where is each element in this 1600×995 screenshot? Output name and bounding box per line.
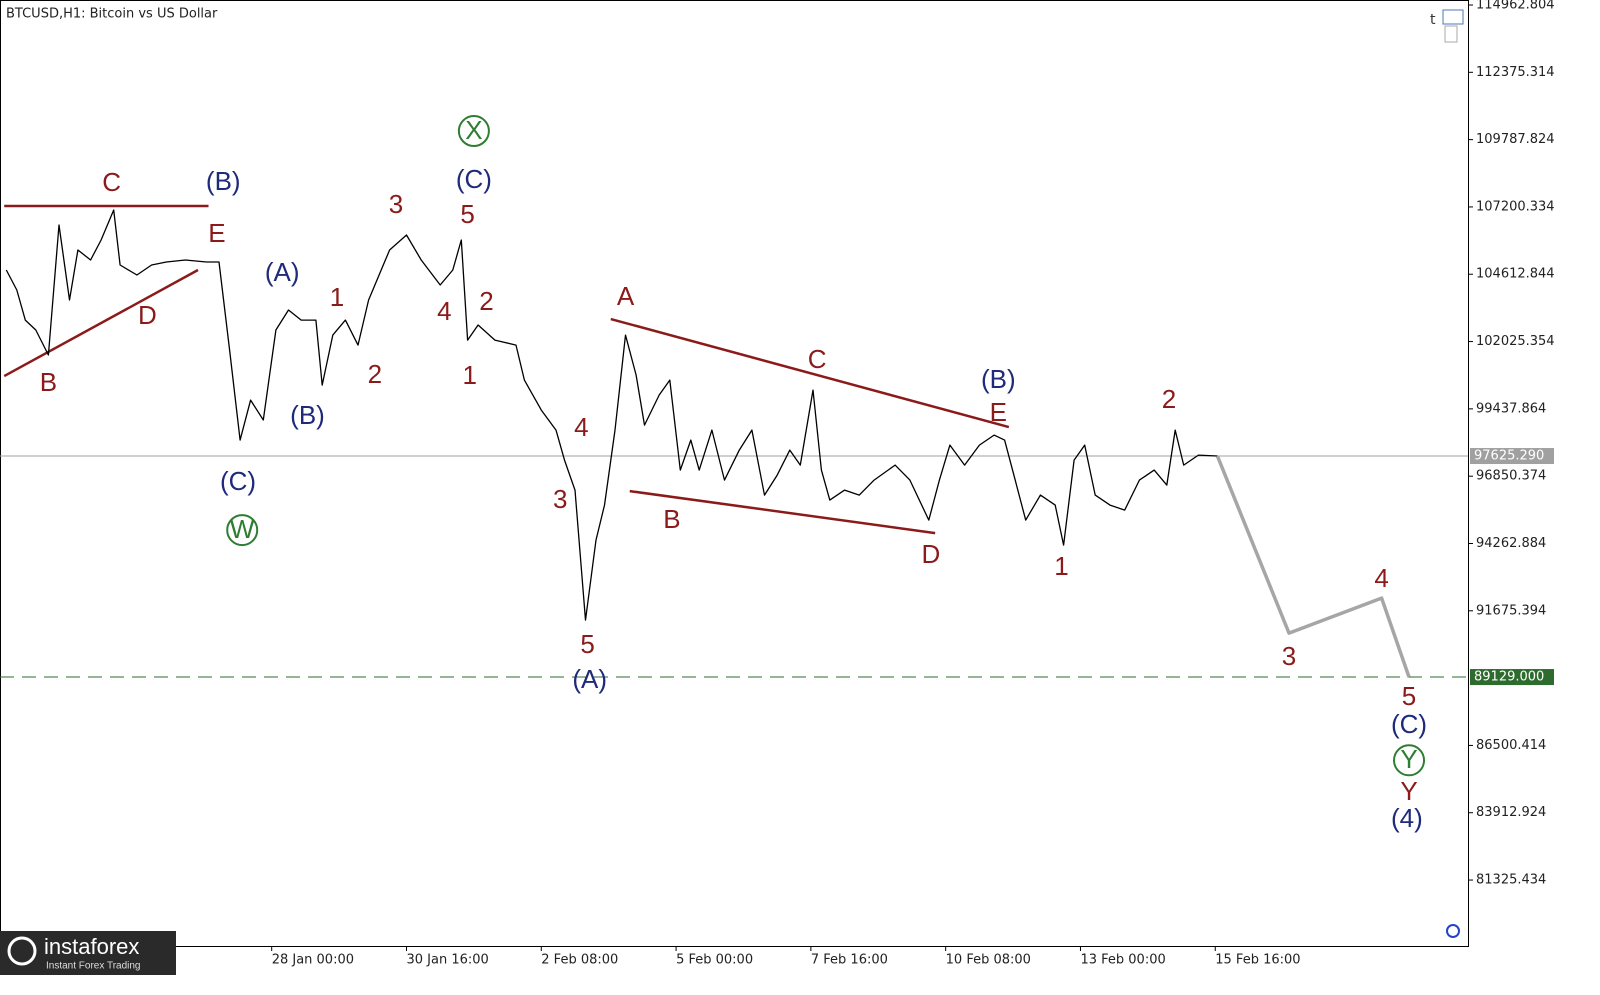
wave-label: 4: [1374, 563, 1388, 593]
wave-circle: [1393, 744, 1426, 777]
y-tick-label: 99437.864: [1476, 401, 1546, 416]
y-tick-label: 112375.314: [1476, 65, 1555, 80]
price-line: [5, 209, 1218, 621]
y-tick-label: 114962.804: [1476, 0, 1555, 12]
x-tick-label: 30 Jan 16:00: [406, 953, 488, 968]
y-tick-label: 86500.414: [1476, 738, 1546, 753]
wave-label: W: [230, 514, 255, 544]
logo-bg: [0, 931, 176, 975]
y-tick-label: 109787.824: [1476, 132, 1555, 147]
wave-label: 3: [389, 189, 403, 219]
icon-glyph: t: [1430, 12, 1436, 28]
x-tick-label: 10 Feb 08:00: [946, 953, 1031, 968]
wave-label: (C): [220, 466, 256, 496]
wave-label: 5: [1402, 681, 1416, 711]
y-tick-label: 94262.884: [1476, 536, 1546, 551]
wave-label: E: [208, 218, 225, 248]
wave-label: B: [40, 367, 57, 397]
y-tick-label: 81325.434: [1476, 873, 1546, 888]
wave-circle: [457, 115, 490, 148]
x-tick-label: 28 Jan 00:00: [272, 953, 354, 968]
top-right-icon: t: [1430, 9, 1464, 43]
wave-label: 3: [553, 484, 567, 514]
wave-label: 2: [479, 286, 493, 316]
price-level-label: 89129.000: [1474, 670, 1544, 685]
wave-label: 5: [460, 199, 474, 229]
trend-line: [610, 317, 1010, 429]
wave-label: (C): [1391, 709, 1427, 739]
corner-icon: [1446, 924, 1460, 938]
wave-label: C: [808, 344, 827, 374]
wave-label: (A): [265, 257, 300, 287]
wave-label: (B): [290, 400, 325, 430]
wave-label: 1: [462, 360, 476, 390]
wave-label: X: [465, 115, 482, 145]
wave-label: D: [922, 539, 941, 569]
wave-label: Y: [1400, 744, 1417, 774]
wave-label: 2: [368, 359, 382, 389]
wave-label: (B): [981, 364, 1016, 394]
y-tick-label: 107200.334: [1476, 199, 1555, 214]
wave-label: 4: [574, 412, 588, 442]
wave-label: 1: [1054, 551, 1068, 581]
wave-label: A: [617, 281, 635, 311]
wave-label: B: [663, 504, 680, 534]
price-level-box: [1470, 448, 1554, 465]
x-tick-label: 15 Feb 16:00: [1215, 953, 1300, 968]
y-tick-label: 91675.394: [1476, 603, 1546, 618]
y-tick-label: 104612.844: [1476, 267, 1555, 282]
x-tick-label: 7 Feb 16:00: [811, 953, 888, 968]
logo-brand: instaforex: [44, 934, 139, 959]
wave-label: 3: [1282, 641, 1296, 671]
wave-label: 1: [330, 282, 344, 312]
wave-label: E: [990, 397, 1007, 427]
wave-label: 5: [580, 629, 594, 659]
x-tick-label: 13 Feb 00:00: [1080, 953, 1165, 968]
trend-line: [3, 268, 199, 378]
y-tick-label: 96850.374: [1476, 469, 1546, 484]
icon-box: [1442, 9, 1464, 25]
price-level-label: 97625.290: [1474, 449, 1544, 464]
chart-title: BTCUSD,H1: Bitcoin vs US Dollar: [6, 7, 218, 22]
wave-label: C: [102, 167, 121, 197]
logo-tagline: Instant Forex Trading: [46, 961, 141, 972]
trend-line: [629, 489, 936, 535]
y-tick-label: 83912.924: [1476, 805, 1546, 820]
forecast-line: [1215, 455, 1411, 678]
wave-circle: [226, 514, 259, 547]
price-level-box: [1470, 669, 1554, 686]
wave-label: (C): [456, 164, 492, 194]
wave-label: 4: [437, 296, 451, 326]
wave-label: (A): [572, 664, 607, 694]
logo: instaforex Instant Forex Trading: [0, 931, 176, 975]
y-tick-label: 102025.354: [1476, 334, 1555, 349]
wave-label: Y: [1400, 776, 1417, 806]
wave-label: 2: [1162, 384, 1176, 414]
x-tick-label: 2 Feb 08:00: [541, 953, 618, 968]
x-tick-label: 5 Feb 00:00: [676, 953, 753, 968]
icon-box: [1444, 25, 1458, 43]
wave-label: D: [138, 300, 157, 330]
wave-label: (B): [206, 166, 241, 196]
logo-mark: [7, 936, 37, 966]
wave-label: (4): [1391, 803, 1423, 833]
